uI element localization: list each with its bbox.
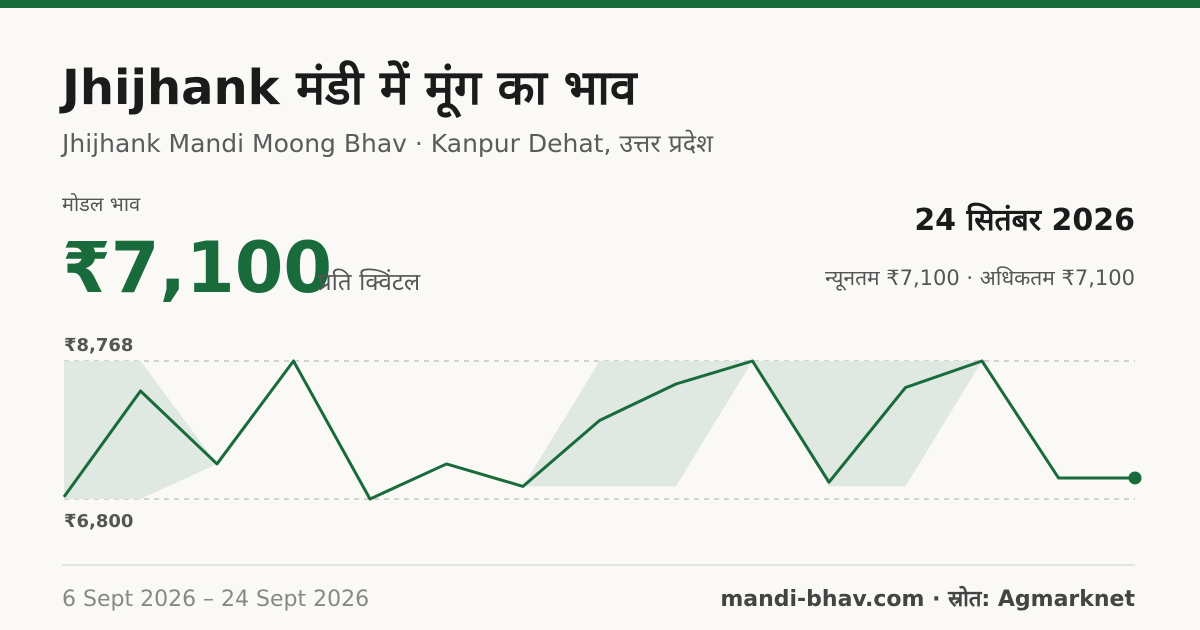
date: 24 सितंबर 2026 bbox=[914, 202, 1135, 238]
top-bar bbox=[0, 0, 1200, 8]
title: Jhijhank मंडी में मूंग का भाव bbox=[59, 60, 639, 119]
range-band bbox=[64, 361, 1135, 499]
subtitle: Jhijhank Mandi Moong Bhav · Kanpur Dehat… bbox=[60, 129, 714, 158]
price-line bbox=[62, 359, 1135, 501]
last-point bbox=[1128, 471, 1142, 485]
source: mandi-bhav.com · स्रोत: Agmarknet bbox=[720, 585, 1135, 612]
price-unit: प्रति क्विंटल bbox=[318, 268, 421, 296]
price-value: ₹7,100 bbox=[62, 227, 332, 309]
y-tick-label: ₹8,768 bbox=[64, 335, 133, 356]
price-label: मोडल भाव bbox=[62, 192, 141, 216]
price-range: न्यूनतम ₹7,100 · अधिकतम ₹7,100 bbox=[825, 266, 1135, 291]
period: 6 Sept 2026 – 24 Sept 2026 bbox=[62, 587, 369, 612]
chart: ₹6,800 ₹8,768 bbox=[62, 335, 1142, 532]
y-tick-label: ₹6,800 bbox=[64, 511, 133, 532]
